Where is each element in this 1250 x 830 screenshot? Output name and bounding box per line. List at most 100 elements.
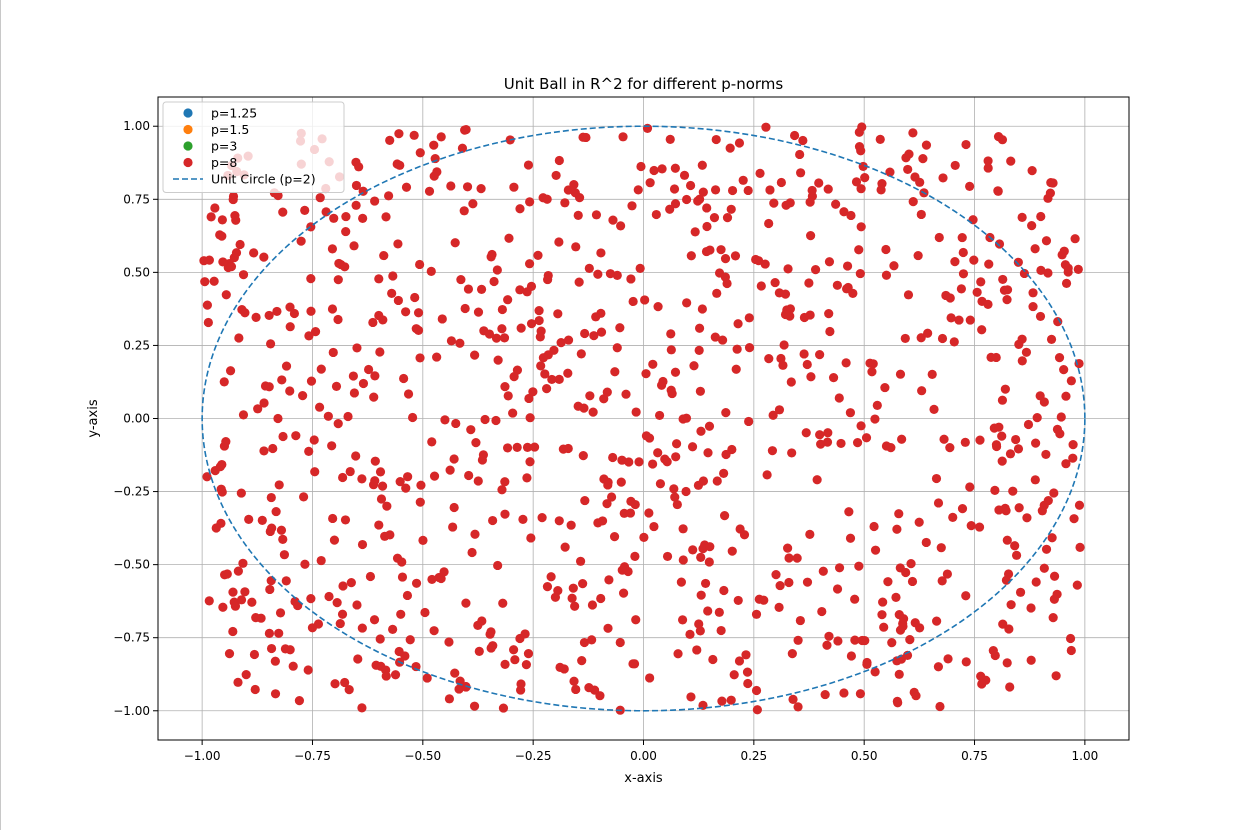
data-point-p8 <box>224 649 235 659</box>
data-point-p8 <box>862 659 872 669</box>
data-point-p8 <box>795 149 805 160</box>
data-point-p8 <box>644 508 654 518</box>
data-point-p8 <box>991 441 1002 452</box>
data-point-p8 <box>253 404 263 414</box>
data-point-p8 <box>918 154 928 164</box>
data-point-p8 <box>767 446 778 456</box>
data-point-p8 <box>828 373 839 383</box>
data-point-p8 <box>610 367 620 377</box>
data-point-p8 <box>418 535 428 545</box>
data-point-p8 <box>958 247 968 258</box>
data-point-p8 <box>596 327 607 337</box>
data-point-p8 <box>233 566 243 576</box>
data-point-p8 <box>1004 624 1014 634</box>
data-point-p8 <box>463 284 474 294</box>
data-point-p8 <box>576 556 586 566</box>
x-tick-label: 0.50 <box>851 749 878 763</box>
data-point-p8 <box>589 331 599 341</box>
data-point-p8 <box>1073 264 1083 274</box>
data-point-p8 <box>273 413 283 424</box>
data-point-p8 <box>449 502 459 513</box>
data-point-p8 <box>845 533 856 543</box>
data-point-p8 <box>567 593 577 603</box>
data-point-p8 <box>415 259 425 270</box>
data-point-p8 <box>1069 514 1079 524</box>
data-point-p8 <box>411 578 422 588</box>
data-point-p8 <box>708 654 718 665</box>
data-point-p8 <box>779 340 789 350</box>
data-point-p8 <box>1061 391 1071 401</box>
data-point-p8 <box>998 274 1008 285</box>
data-point-p8 <box>436 573 446 584</box>
data-point-p8 <box>542 582 553 592</box>
data-point-p8 <box>1015 587 1026 597</box>
data-point-p8 <box>860 173 870 183</box>
data-point-p8 <box>878 597 888 607</box>
data-point-p8 <box>983 163 993 173</box>
data-point-p8 <box>394 646 404 657</box>
data-point-p8 <box>304 446 314 456</box>
data-point-p8 <box>1049 571 1060 581</box>
data-point-p8 <box>726 695 736 705</box>
data-point-p8 <box>702 203 712 213</box>
data-point-p8 <box>875 134 885 144</box>
data-point-p8 <box>738 175 748 185</box>
data-point-p8 <box>351 200 361 210</box>
data-point-p8 <box>450 668 460 678</box>
data-point-p8 <box>744 416 754 427</box>
data-point-p8 <box>492 265 502 275</box>
data-point-p8 <box>230 211 240 221</box>
data-point-p8 <box>459 206 469 216</box>
data-point-p8 <box>222 569 232 579</box>
data-point-p8 <box>461 124 471 135</box>
data-point-p8 <box>950 257 960 267</box>
data-point-p8 <box>677 615 688 625</box>
data-point-p8 <box>437 314 447 324</box>
data-point-p8 <box>1046 334 1057 344</box>
data-point-p8 <box>670 163 680 173</box>
data-point-p8 <box>290 596 300 607</box>
data-point-p8 <box>525 457 535 467</box>
data-point-p8 <box>405 635 415 645</box>
data-point-p8 <box>625 508 636 518</box>
data-point-p8 <box>977 325 987 335</box>
data-point-p8 <box>420 607 430 618</box>
data-point-p8 <box>1048 613 1058 623</box>
data-point-p8 <box>478 450 489 460</box>
data-point-p8 <box>444 694 455 704</box>
data-point-p8 <box>846 210 856 221</box>
data-point-p8 <box>856 421 866 431</box>
data-point-p8 <box>1037 506 1047 516</box>
data-point-p8 <box>524 259 535 269</box>
data-point-p8 <box>587 635 597 645</box>
data-point-p8 <box>887 638 897 648</box>
data-point-p8 <box>500 477 510 487</box>
data-point-p8 <box>533 250 543 260</box>
data-point-p8 <box>788 694 798 704</box>
data-point-p8 <box>891 592 901 603</box>
data-point-p8 <box>1057 250 1067 260</box>
data-point-p8 <box>956 284 967 294</box>
data-point-p8 <box>446 181 456 191</box>
data-point-p8 <box>596 248 606 258</box>
data-point-p8 <box>627 201 637 211</box>
data-point-p8 <box>488 515 498 526</box>
data-point-p8 <box>815 430 825 440</box>
x-tick-label: 0.25 <box>740 749 767 763</box>
data-point-p8 <box>512 442 522 452</box>
data-point-p8 <box>799 312 810 323</box>
data-point-p8 <box>886 443 896 453</box>
data-point-p8 <box>578 579 588 589</box>
data-point-p8 <box>558 444 568 454</box>
data-point-p8 <box>281 576 291 586</box>
data-point-p8 <box>769 198 779 208</box>
data-point-p8 <box>329 213 339 223</box>
data-point-p8 <box>845 408 856 418</box>
data-point-p8 <box>534 315 544 326</box>
data-point-p8 <box>860 635 870 646</box>
data-point-p8 <box>997 431 1007 441</box>
data-point-p8 <box>935 701 945 712</box>
data-point-p8 <box>932 616 942 626</box>
data-point-p8 <box>238 558 248 568</box>
data-point-p8 <box>796 168 806 178</box>
